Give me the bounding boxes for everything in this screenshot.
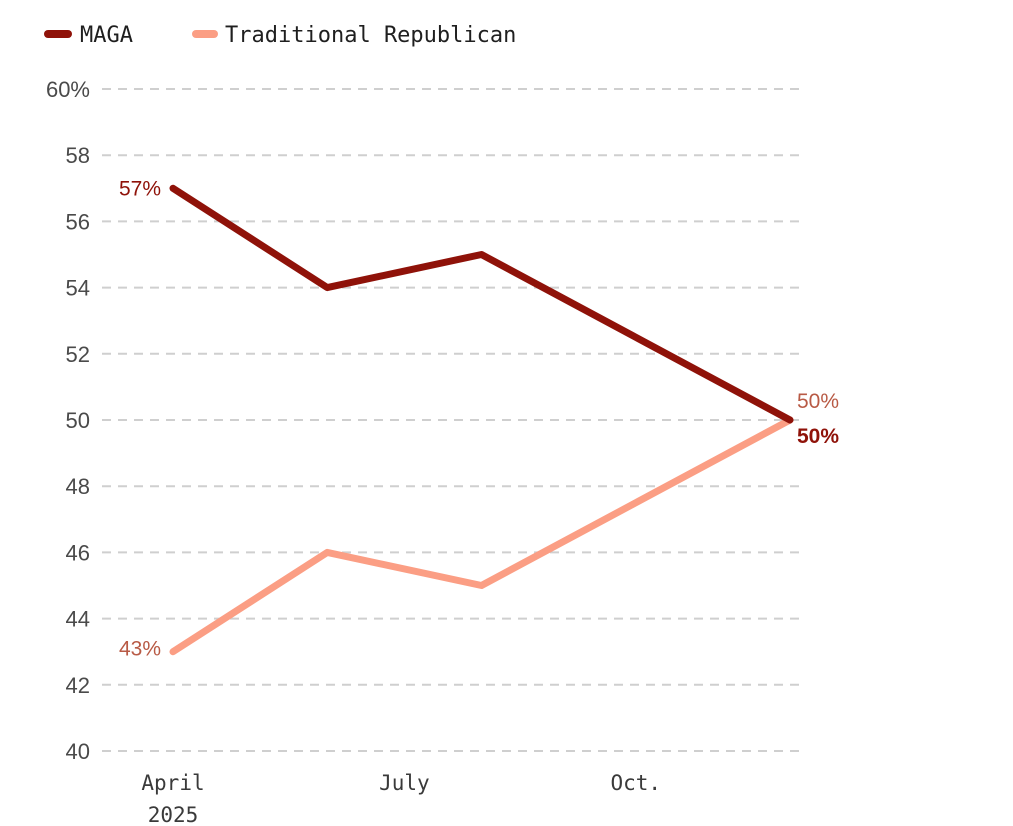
y-tick-label: 42 (66, 673, 90, 698)
y-tick-label: 46 (66, 540, 90, 565)
legend-label-traditional-republican: Traditional Republican (225, 23, 516, 48)
y-tick-label: 48 (66, 474, 90, 499)
y-tick-label: 40 (66, 739, 90, 764)
x-tick-label: 2025 (148, 803, 199, 826)
y-tick-label: 50 (66, 408, 90, 433)
grid (102, 88, 802, 752)
data-label-maga-end: 50% (797, 425, 839, 448)
series-line-maga (169, 184, 794, 424)
x-axis-ticks: April 2025 July Oct. (141, 771, 661, 826)
x-tick-label: Oct. (610, 771, 661, 795)
y-tick-label: 58 (66, 143, 90, 168)
data-label-maga-start: 57% (119, 177, 161, 200)
y-tick-label: 56 (66, 209, 90, 234)
y-tick-label: 60% (46, 77, 90, 102)
y-tick-label: 52 (66, 342, 90, 367)
data-label-traditional-start: 43% (119, 638, 161, 661)
x-tick-label: April (141, 771, 204, 795)
legend-item-traditional-republican: Traditional Republican (192, 23, 516, 48)
legend: MAGA Traditional Republican (44, 23, 516, 48)
data-labels: 57% 43% 50% 50% (119, 177, 839, 660)
data-label-traditional-end: 50% (797, 390, 839, 413)
series-line-traditional-republican (169, 416, 794, 656)
y-tick-label: 54 (66, 276, 90, 301)
legend-item-maga: MAGA (44, 23, 133, 48)
series-lines (169, 184, 794, 656)
y-tick-label: 44 (66, 607, 90, 632)
legend-label-maga: MAGA (80, 23, 133, 48)
y-axis-ticks: 60% 58 56 54 52 50 48 46 44 42 40 (46, 77, 90, 764)
x-tick-label: July (379, 771, 430, 795)
